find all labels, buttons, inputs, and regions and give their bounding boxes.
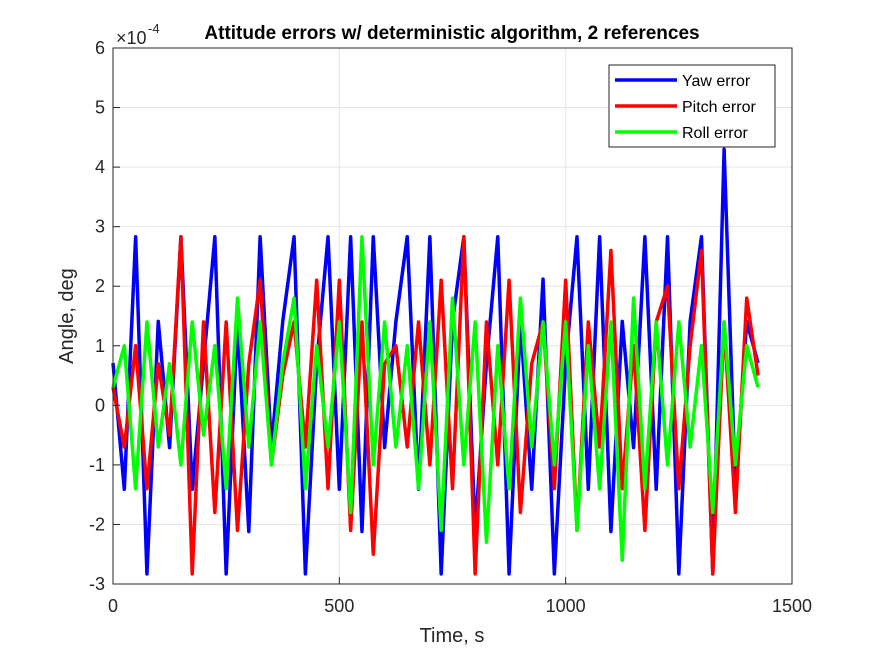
y-multiplier-exponent: -4 [148, 21, 160, 36]
x-axis-label: Time, s [420, 625, 485, 647]
lines [111, 147, 760, 576]
x-tick-label: 500 [324, 596, 354, 616]
series-line [111, 235, 760, 562]
legend-label: Pitch error [682, 99, 756, 116]
y-tick-label: -3 [89, 574, 105, 594]
y-tick-label: -1 [89, 455, 105, 475]
y-tick-label: 4 [95, 157, 105, 177]
legend-label: Yaw error [682, 73, 751, 90]
axes-box [112, 47, 793, 585]
x-tick-label: 1000 [546, 596, 586, 616]
legend: Yaw error Pitch error Roll error [608, 64, 776, 148]
y-tick-label: 3 [95, 217, 105, 237]
y-tick-label: 6 [95, 38, 105, 58]
y-tick-label: 5 [95, 98, 105, 118]
y-multiplier-base: ×10 [116, 28, 147, 48]
x-tick-label: 1500 [772, 596, 812, 616]
x-tick-label: 0 [108, 596, 118, 616]
legend-label: Roll error [682, 125, 748, 142]
y-axis-label: Angle, deg [56, 268, 78, 364]
ticks: 0 500 1000 1500 -3 -2 -1 0 1 2 3 4 5 6 [89, 38, 812, 616]
y-tick-label: 2 [95, 276, 105, 296]
y-tick-label: 1 [95, 336, 105, 356]
chart-title: Attitude errors w/ deterministic algorit… [204, 23, 699, 44]
y-tick-label: 0 [95, 395, 105, 415]
y-tick-label: -2 [89, 514, 105, 534]
